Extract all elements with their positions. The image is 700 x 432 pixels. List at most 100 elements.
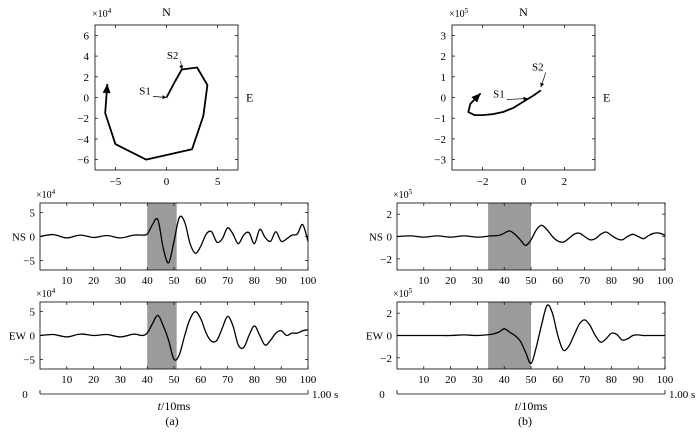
hodogram-ytick-label-b-4: 1 — [441, 72, 447, 84]
hodogram-s2-label-b: S2 — [532, 62, 544, 74]
hodogram-ytick-label-b-6: 3 — [441, 30, 447, 42]
hodogram-xtick-label-b-2: 2 — [562, 176, 568, 188]
trace-xtick-label-b-ew-3: 40 — [499, 374, 511, 386]
hodogram-path-a — [104, 66, 209, 161]
trace-waveform-a-ns — [39, 215, 309, 264]
trace-xtick-label-b-ew-4: 50 — [526, 374, 538, 386]
hodogram-east-label-b: E — [603, 91, 610, 105]
hodogram-ytick-label-a-4: 2 — [84, 72, 90, 84]
trace-xtick-label-a-ns-8: 90 — [276, 275, 288, 287]
trace-xtick-label-b-ns-3: 40 — [499, 275, 511, 287]
trace-ytick-label-b-ew-0: −2 — [380, 353, 392, 365]
hodogram-s1-label-b: S1 — [493, 89, 505, 101]
hodogram-s1-pointer-head-b — [523, 96, 528, 101]
time-axis-right-label-b: 1.00 s — [669, 389, 695, 401]
trace-multiplier-b-ns: ×105 — [393, 188, 413, 201]
hodogram-s2-label-a: S2 — [167, 50, 179, 62]
trace-xtick-label-a-ns-2: 30 — [115, 275, 127, 287]
trace-xtick-label-a-ew-2: 30 — [115, 374, 127, 386]
trace-ytick-label-b-ns-0: −2 — [380, 254, 392, 266]
trace-xtick-label-b-ns-8: 90 — [633, 275, 645, 287]
trace-xtick-label-b-ew-1: 20 — [445, 374, 457, 386]
trace-ytick-label-a-ew-0: −5 — [23, 354, 35, 366]
trace-channel-label-a-ew: EW — [9, 331, 27, 343]
trace-xtick-label-b-ew-8: 90 — [633, 374, 645, 386]
hodogram-north-label-a: N — [162, 5, 171, 19]
trace-xtick-label-b-ns-2: 30 — [472, 275, 484, 287]
trace-xtick-label-b-ns-9: 100 — [657, 275, 674, 287]
hodogram-ytick-label-a-5: 4 — [84, 51, 90, 63]
hodogram-ytick-label-a-3: 0 — [84, 93, 90, 105]
trace-xtick-label-b-ns-0: 10 — [418, 275, 430, 287]
trace-channel-label-a-ns: NS — [12, 232, 26, 244]
hodogram-ytick-label-a-0: −6 — [77, 155, 89, 167]
panel-caption-a: (a) — [165, 414, 178, 428]
trace-channel-label-b-ew: EW — [366, 331, 384, 343]
trace-xtick-label-b-ew-0: 10 — [418, 374, 430, 386]
time-axis-left-label-a: 0 — [22, 389, 28, 401]
trace-xtick-label-a-ns-4: 50 — [169, 275, 181, 287]
hodogram-path-b — [467, 89, 542, 116]
time-axis-right-label-a: 1.00 s — [312, 389, 338, 401]
hodogram-ytick-label-b-3: 0 — [441, 93, 447, 105]
trace-ytick-label-a-ew-2: 5 — [30, 307, 36, 319]
trace-xtick-label-b-ns-4: 50 — [526, 275, 538, 287]
trace-xtick-label-a-ns-6: 70 — [222, 275, 234, 287]
trace-xtick-label-a-ew-0: 10 — [61, 374, 73, 386]
hodogram-ytick-label-b-2: −1 — [434, 113, 446, 125]
trace-waveform-b-ns — [396, 224, 666, 247]
trace-xtick-label-b-ns-5: 60 — [552, 275, 564, 287]
time-axis-title-b: t/10ms — [515, 399, 548, 413]
trace-xtick-label-b-ew-5: 60 — [552, 374, 564, 386]
hodogram-ytick-label-b-1: −2 — [434, 134, 446, 146]
hodogram-s1-pointer-head-a — [162, 95, 167, 100]
hodogram-ytick-label-a-6: 6 — [84, 30, 90, 42]
hodogram-s2-pointer-head-b — [540, 82, 545, 88]
hodogram-xtick-label-b-0: −2 — [477, 176, 489, 188]
trace-xtick-label-a-ns-3: 40 — [142, 275, 154, 287]
hodogram-xtick-label-a-1: 0 — [164, 176, 170, 188]
trace-ytick-label-b-ew-1: 0 — [387, 331, 393, 343]
trace-xtick-label-a-ew-3: 40 — [142, 374, 154, 386]
hodogram-ytick-label-b-0: −3 — [434, 155, 446, 167]
hodogram-arrowhead-a — [102, 84, 111, 94]
trace-xtick-label-a-ew-5: 60 — [195, 374, 207, 386]
trace-ytick-label-b-ns-2: 2 — [387, 209, 393, 221]
trace-shade-window-a-ew — [147, 302, 177, 369]
trace-waveform-b-ew — [397, 304, 665, 365]
trace-xtick-label-a-ew-6: 70 — [222, 374, 234, 386]
trace-xtick-label-b-ew-7: 80 — [606, 374, 618, 386]
time-axis-title-a: t/10ms — [158, 399, 191, 413]
trace-xtick-label-b-ns-7: 80 — [606, 275, 618, 287]
hodogram-xtick-label-b-1: 0 — [521, 176, 527, 188]
trace-xtick-label-a-ew-1: 20 — [88, 374, 100, 386]
hodogram-s1-label-a: S1 — [139, 85, 151, 97]
hodogram-xtick-label-a-2: 5 — [215, 176, 221, 188]
hodogram-ytick-label-b-5: 2 — [441, 51, 447, 63]
trace-xtick-label-a-ns-0: 10 — [61, 275, 73, 287]
trace-ytick-label-a-ew-1: 0 — [30, 331, 36, 343]
trace-shade-window-b-ew — [488, 302, 531, 369]
hodogram-arrowhead-b — [471, 93, 481, 103]
trace-xtick-label-b-ew-6: 70 — [579, 374, 591, 386]
hodogram-multiplier-a: ×104 — [92, 7, 112, 20]
trace-multiplier-b-ew: ×105 — [393, 287, 413, 300]
hodogram-north-label-b: N — [519, 5, 528, 19]
trace-ytick-label-b-ns-1: 0 — [387, 232, 393, 244]
trace-xtick-label-a-ns-7: 80 — [249, 275, 261, 287]
trace-ytick-label-a-ns-0: −5 — [23, 255, 35, 267]
trace-waveform-a-ew — [39, 310, 309, 361]
hodogram-xtick-label-a-0: −5 — [110, 176, 122, 188]
trace-ytick-label-a-ns-2: 5 — [30, 208, 36, 220]
hodogram-ytick-label-a-2: −2 — [77, 113, 89, 125]
trace-xtick-label-a-ns-5: 60 — [195, 275, 207, 287]
panel-caption-b: (b) — [518, 414, 532, 428]
time-axis-left-label-b: 0 — [379, 389, 385, 401]
trace-shade-window-b-ns — [488, 203, 531, 270]
trace-shade-window-a-ns — [147, 203, 177, 270]
trace-xtick-label-b-ew-2: 30 — [472, 374, 484, 386]
trace-xtick-label-a-ns-9: 100 — [300, 275, 317, 287]
trace-xtick-label-a-ew-7: 80 — [249, 374, 261, 386]
trace-xtick-label-a-ew-4: 50 — [169, 374, 181, 386]
